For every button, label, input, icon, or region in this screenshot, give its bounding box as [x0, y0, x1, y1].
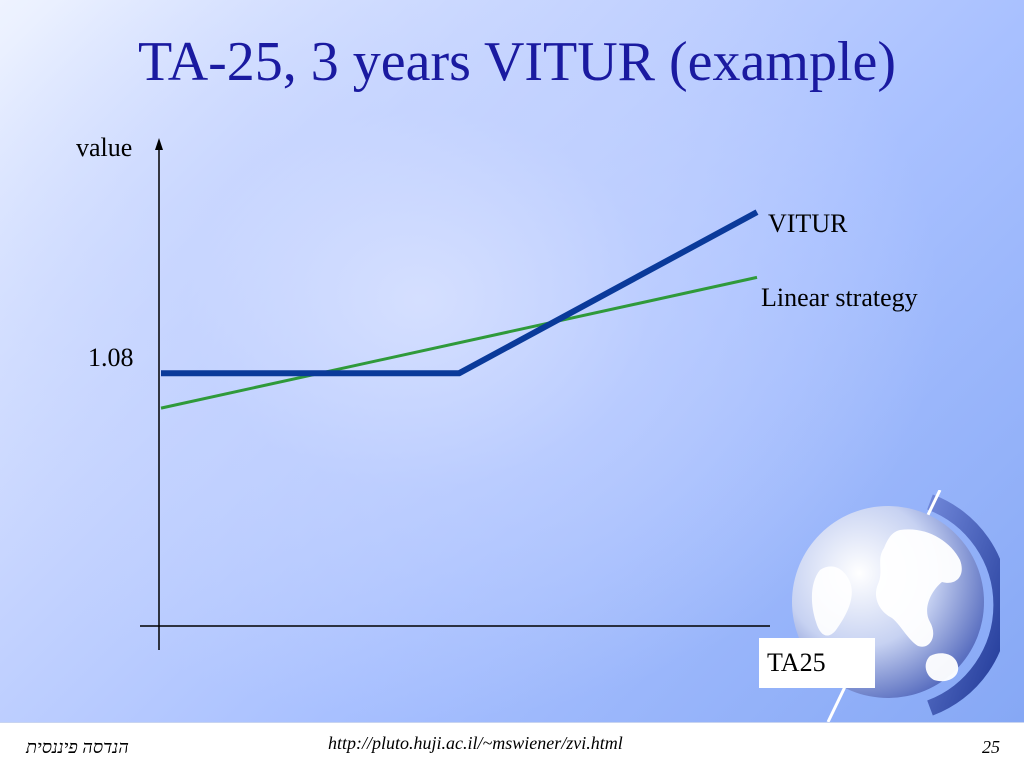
y-axis-arrow [155, 138, 163, 150]
line-chart [140, 138, 770, 650]
series-label-linear-strategy: Linear strategy [761, 283, 918, 312]
y-tick-label: 1.08 [88, 343, 134, 372]
globe-icon [792, 490, 1000, 723]
footer-course-name: הנדסה פיננסית [26, 737, 129, 757]
slide-title: TA-25, 3 years VITUR (example) [137, 31, 897, 93]
series-line-vitur [161, 209, 759, 377]
x-axis-label: TA25 [759, 638, 875, 688]
footer-page-number: 25 [982, 737, 1000, 757]
series-label-vitur: VITUR [768, 209, 848, 238]
footer-bar: הנדסה פיננסית http://pluto.huji.ac.il/~m… [0, 722, 1024, 769]
y-axis-label: value [76, 133, 133, 162]
footer-url[interactable]: http://pluto.huji.ac.il/~mswiener/zvi.ht… [328, 733, 623, 753]
series-line-linear-strategy [160, 275, 758, 410]
